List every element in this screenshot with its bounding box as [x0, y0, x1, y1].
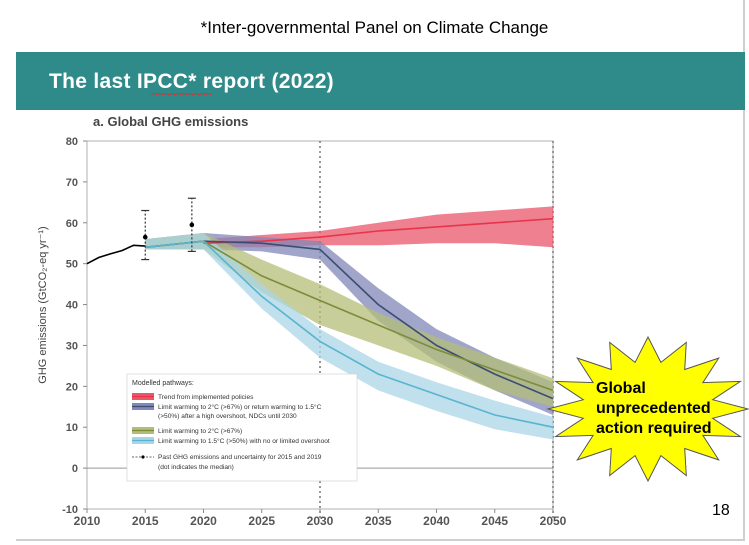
x-tick-label: 2025 [248, 514, 275, 528]
x-tick-label: 2020 [190, 514, 217, 528]
legend-label: Limit warming to 2°C (>67%) or return wa… [158, 403, 322, 411]
y-tick-label: -10 [62, 504, 78, 516]
series-line [203, 217, 554, 244]
uncertainty-median-dot [189, 222, 195, 228]
uncertainty-median-dot [142, 234, 148, 240]
callout-line: unprecedented [596, 400, 711, 417]
callout-text: Global unprecedented action required [596, 379, 712, 439]
y-tick-label: 60 [66, 218, 78, 230]
x-tick-label: 2045 [481, 514, 508, 528]
chart-title: a. Global GHG emissions [93, 114, 248, 129]
y-tick-label: 20 [66, 381, 78, 393]
y-tick-label: 0 [72, 463, 78, 475]
y-tick-label: 30 [66, 340, 78, 352]
y-tick-label: 50 [66, 259, 78, 271]
x-tick-label: 2050 [540, 514, 567, 528]
legend-label: Limit warming to 2°C (>67%) [158, 427, 242, 435]
slide-title: The last IPCC* report (2022) [49, 70, 334, 93]
y-tick-label: 10 [66, 422, 78, 434]
series-line [145, 240, 554, 392]
legend-label: Trend from implemented policies [158, 394, 254, 401]
legend-label: Past GHG emissions and uncertainty for 2… [158, 454, 322, 461]
x-tick-label: 2040 [423, 514, 450, 528]
series-band [145, 233, 554, 440]
title-bar [16, 52, 745, 110]
legend-label: (dot indicates the median) [158, 464, 234, 471]
y-tick-label: 40 [66, 300, 78, 312]
footnote: *Inter-governmental Panel on Climate Cha… [200, 18, 549, 37]
callout-starburst [546, 335, 749, 483]
page-number: 18 [712, 502, 730, 519]
series-line [145, 240, 554, 400]
x-tick-label: 2035 [365, 514, 392, 528]
x-tick-label: 2015 [132, 514, 159, 528]
series-band [145, 233, 554, 415]
x-tick-label: 2030 [307, 514, 334, 528]
callout-line: action required [596, 420, 712, 437]
series-line [145, 240, 554, 428]
legend-label: (>50%) after a high overshoot, NDCs unti… [158, 413, 297, 420]
historical-line [86, 244, 146, 265]
x-tick-label: 2010 [74, 514, 101, 528]
y-tick-label: 80 [66, 136, 78, 148]
legend-box [126, 373, 358, 482]
series-band [203, 206, 553, 248]
y-axis-label: GHG emissions (GtCO₂-eq yr⁻¹) [37, 226, 49, 383]
spellcheck-underline [151, 93, 211, 96]
legend-label: Limit warming to 1.5°C (>50%) with no or… [158, 437, 330, 445]
legend-past-dot [141, 455, 145, 459]
callout-line: Global [596, 380, 646, 397]
legend-title: Modelled pathways: [132, 380, 194, 387]
y-tick-label: 70 [66, 177, 78, 189]
